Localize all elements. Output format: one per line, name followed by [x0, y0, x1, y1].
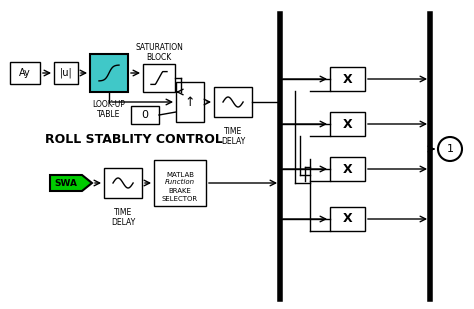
FancyBboxPatch shape [330, 67, 365, 91]
Text: 0: 0 [142, 110, 148, 120]
Text: X: X [343, 73, 352, 86]
FancyBboxPatch shape [131, 106, 159, 124]
FancyBboxPatch shape [143, 64, 175, 92]
Text: ↑: ↑ [185, 95, 195, 108]
Text: 1: 1 [447, 144, 454, 154]
FancyBboxPatch shape [330, 207, 365, 231]
Text: SWA: SWA [55, 179, 78, 188]
FancyBboxPatch shape [176, 82, 204, 122]
Text: LOOK-UP
TABLE: LOOK-UP TABLE [92, 100, 126, 119]
Text: TIME
DELAY: TIME DELAY [221, 127, 245, 146]
FancyBboxPatch shape [330, 112, 365, 136]
Text: X: X [343, 117, 352, 130]
FancyBboxPatch shape [10, 62, 40, 84]
FancyBboxPatch shape [54, 62, 78, 84]
Text: |u|: |u| [60, 68, 73, 78]
FancyBboxPatch shape [154, 160, 206, 206]
Text: Ay: Ay [19, 68, 31, 78]
Text: X: X [343, 213, 352, 226]
FancyBboxPatch shape [330, 157, 365, 181]
Text: BRAKE: BRAKE [169, 188, 191, 194]
Polygon shape [50, 175, 92, 191]
FancyBboxPatch shape [104, 168, 142, 198]
Text: TIME
DELAY: TIME DELAY [111, 208, 135, 227]
Text: SELECTOR: SELECTOR [162, 196, 198, 202]
Text: Function: Function [165, 179, 195, 185]
FancyBboxPatch shape [214, 87, 252, 117]
Text: ROLL STABLITY CONTROL: ROLL STABLITY CONTROL [45, 133, 223, 146]
Text: MATLAB: MATLAB [166, 172, 194, 178]
FancyBboxPatch shape [90, 54, 128, 92]
Text: SATURATION
BLOCK: SATURATION BLOCK [135, 43, 183, 62]
Text: X: X [343, 163, 352, 176]
